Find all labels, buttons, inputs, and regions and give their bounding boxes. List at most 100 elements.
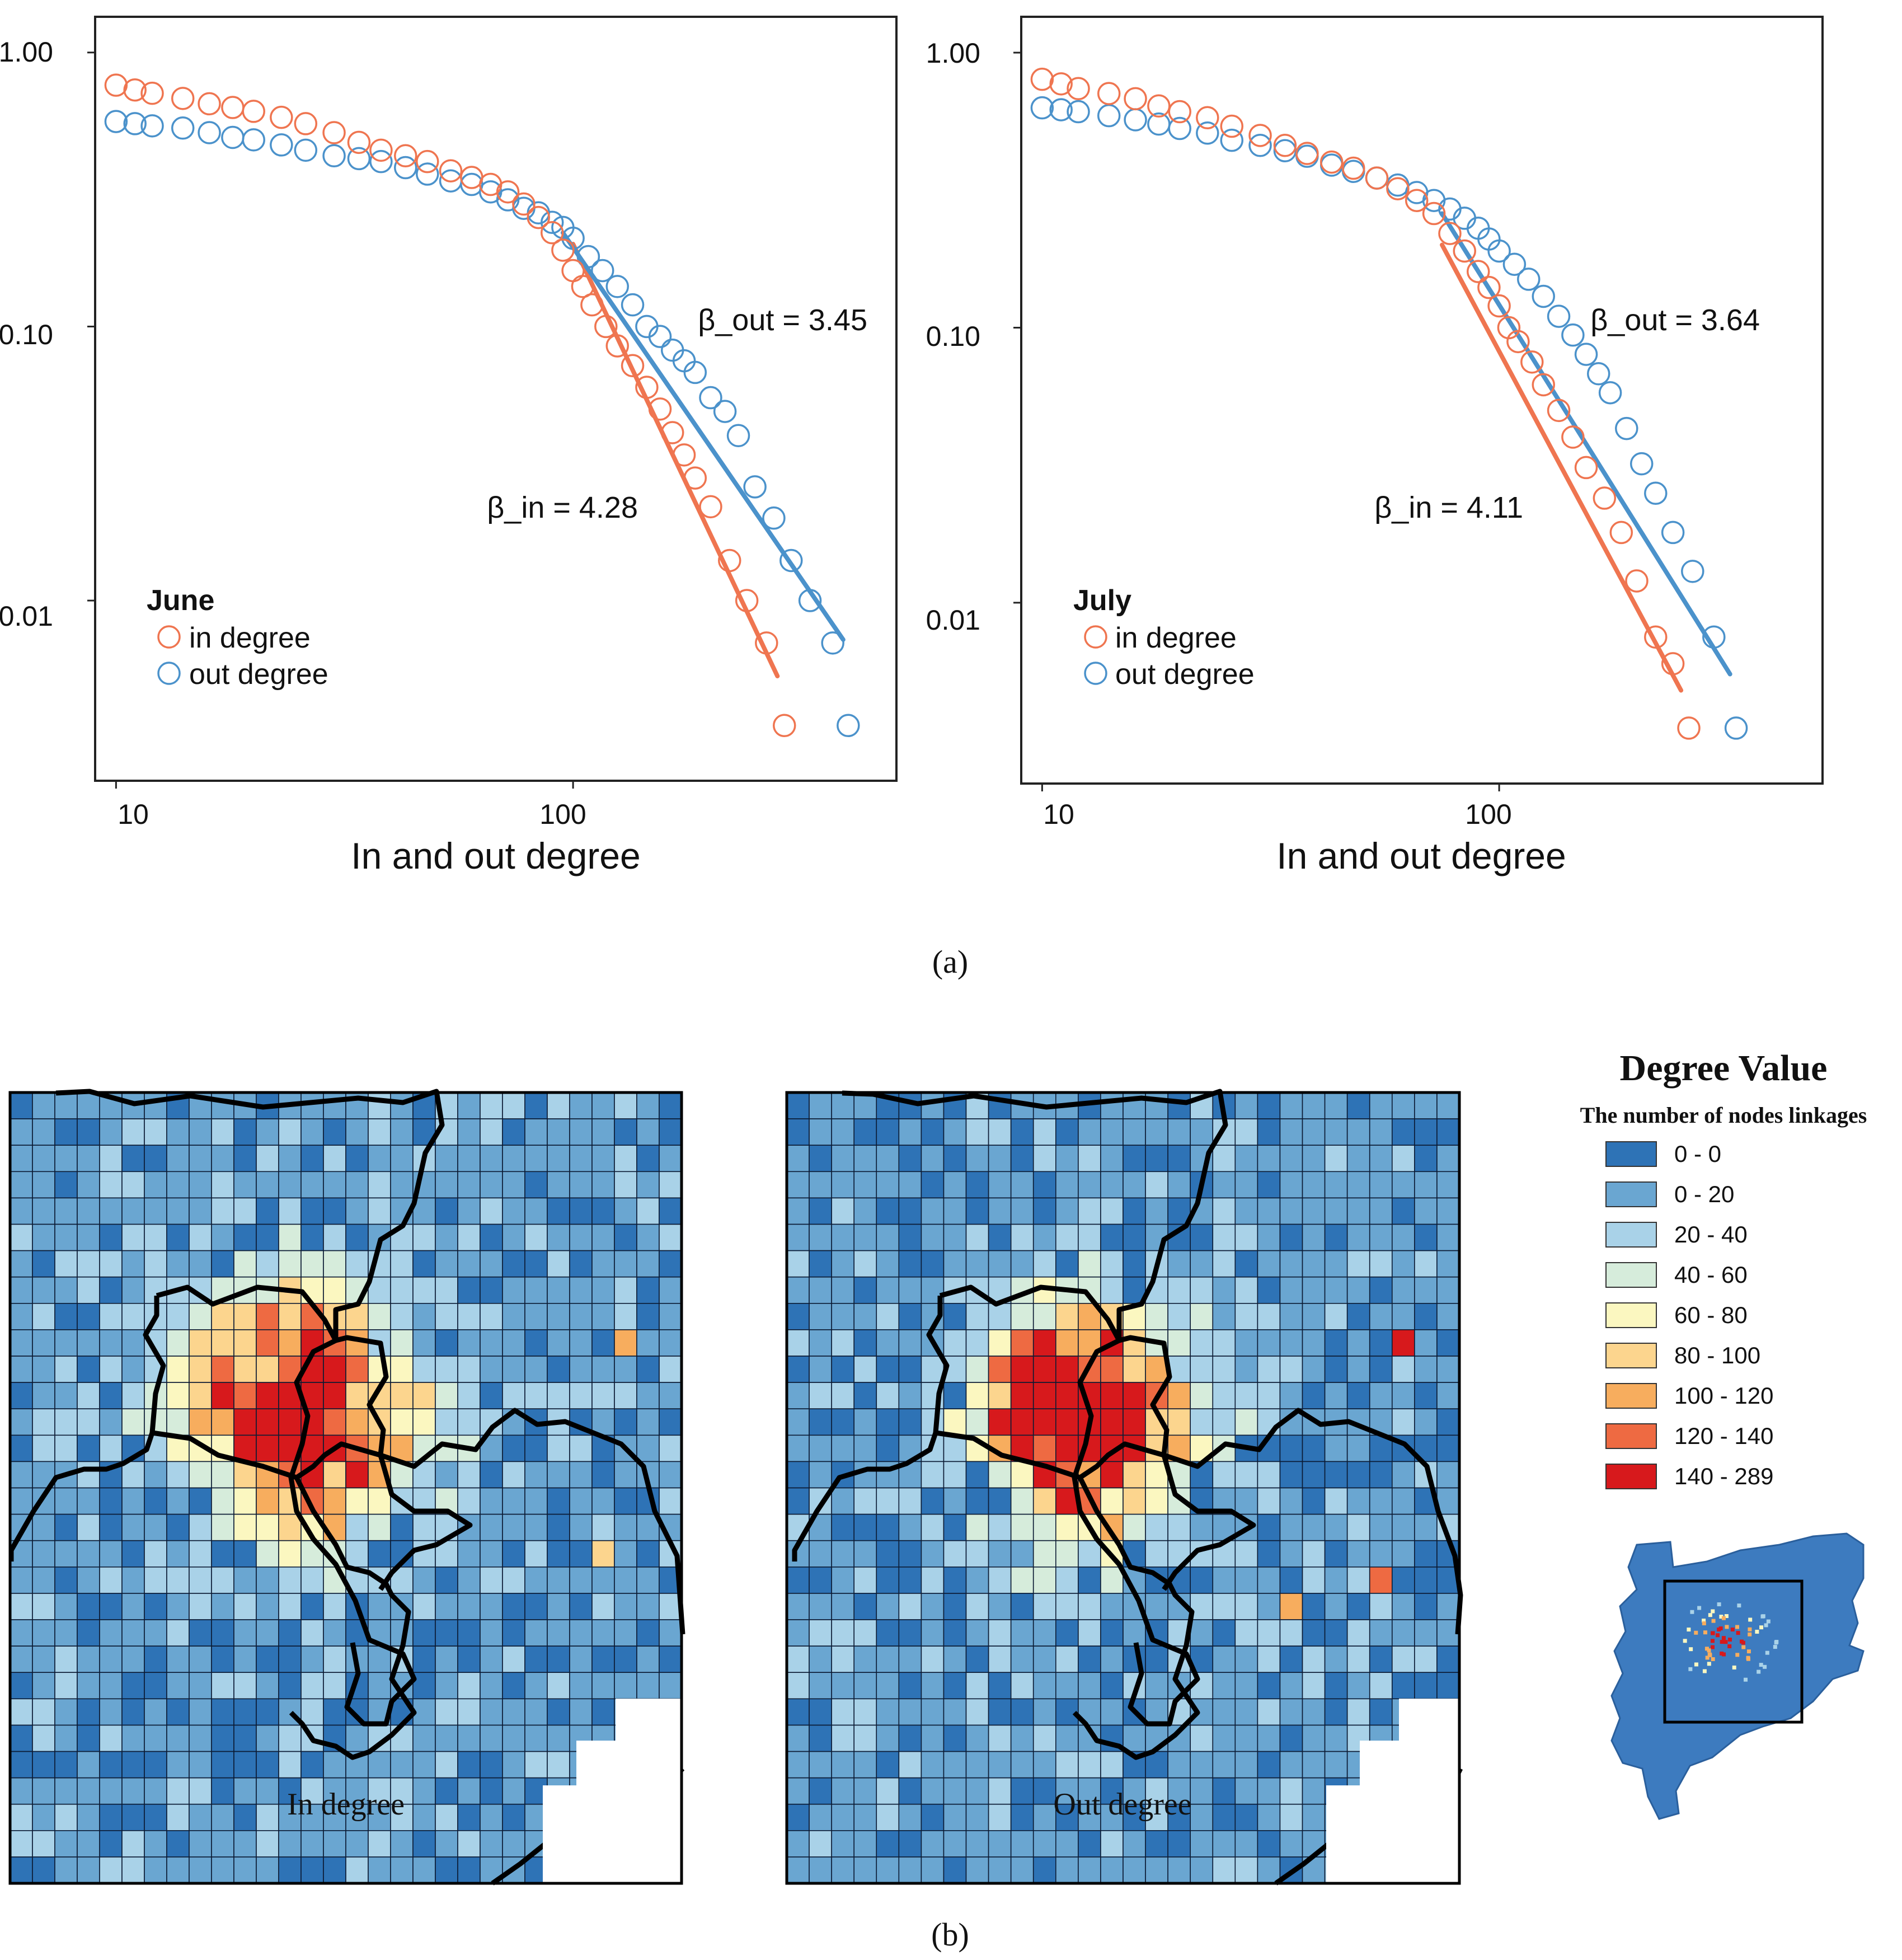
inset-extent-box <box>1663 1579 1804 1724</box>
grid-cell <box>921 1408 945 1436</box>
data-point <box>1147 94 1171 118</box>
grid-cell <box>233 1724 257 1752</box>
data-point <box>1574 343 1598 366</box>
grid-cell <box>1190 1777 1214 1805</box>
grid-cell <box>144 1567 167 1594</box>
legend-class-label: 0 - 20 <box>1674 1181 1734 1207</box>
grid-cell <box>1414 1593 1438 1620</box>
grid-cell <box>457 1777 481 1805</box>
grid-cell <box>121 1540 145 1568</box>
data-point <box>779 548 803 573</box>
grid-cell <box>524 1724 548 1752</box>
grid-cell <box>10 1356 33 1383</box>
grid-cell <box>77 1197 100 1225</box>
grid-cell <box>10 1698 33 1726</box>
grid-cell <box>1055 1171 1079 1199</box>
grid-cell <box>659 1145 682 1173</box>
grid-cell <box>809 1540 832 1568</box>
grid-cell <box>256 1803 279 1831</box>
chart-june: 1.00 0.10 0.01 10 100 In and out degree … <box>0 16 898 876</box>
data-point <box>635 376 659 399</box>
inset-cell <box>1711 1609 1715 1614</box>
grid-cell <box>368 1303 391 1330</box>
grid-cell <box>77 1540 100 1568</box>
data-point <box>1609 521 1633 545</box>
grid-cell <box>144 1250 167 1278</box>
y-tick-label: 1.00 <box>926 37 980 69</box>
grid-cell <box>233 1619 257 1647</box>
data-point <box>551 238 575 262</box>
grid-cell <box>1055 1856 1079 1884</box>
grid-cell <box>1279 1593 1303 1620</box>
data-point <box>699 386 722 410</box>
grid-cell <box>502 1276 525 1304</box>
inset-cell <box>1702 1669 1707 1673</box>
grid-cell <box>1436 1356 1460 1383</box>
grid-cell <box>876 1171 900 1199</box>
grid-cell <box>211 1171 234 1199</box>
grid-cell <box>166 1303 190 1330</box>
grid-cell <box>457 1092 481 1119</box>
grid-cell <box>144 1223 167 1251</box>
grid-cell <box>876 1223 900 1251</box>
grid-cell <box>898 1329 922 1357</box>
grid-cell <box>189 1408 212 1436</box>
grid-cell <box>189 1145 212 1173</box>
grid-cell <box>256 1619 279 1647</box>
grid-cell <box>457 1461 481 1489</box>
grid-cell <box>166 1645 190 1673</box>
grid-cell <box>569 1487 593 1515</box>
grid-cell <box>10 1197 33 1225</box>
grid-cell <box>1392 1197 1415 1225</box>
grid-cell <box>1346 1223 1370 1251</box>
grid-cell <box>435 1250 458 1278</box>
grid-cell <box>121 1856 145 1884</box>
grid-cell <box>1167 1513 1191 1541</box>
inset-cell <box>1708 1653 1712 1657</box>
data-point <box>1487 239 1511 263</box>
grid-cell <box>1055 1803 1079 1831</box>
inset-cell <box>1702 1619 1706 1623</box>
grid-cell <box>1032 1487 1056 1515</box>
grid-cell <box>1414 1382 1438 1410</box>
grid-cell <box>1302 1329 1326 1357</box>
grid-cell <box>211 1250 234 1278</box>
grid-cell <box>166 1171 190 1199</box>
x-tick-label: 10 <box>118 799 149 830</box>
data-point <box>1677 716 1701 740</box>
grid-cell <box>121 1567 145 1594</box>
grid-cell <box>988 1223 1012 1251</box>
grid-cell <box>988 1751 1012 1779</box>
grid-cell <box>1302 1276 1326 1304</box>
data-point <box>713 400 737 423</box>
grid-cell <box>99 1197 123 1225</box>
data-point <box>1273 134 1297 157</box>
grid-cell <box>480 1567 503 1594</box>
grid-cell <box>547 1171 570 1199</box>
grid-cell <box>876 1303 900 1330</box>
grid-cells <box>10 1092 682 1884</box>
grid-cell <box>166 1223 190 1251</box>
grid-cell <box>943 1197 967 1225</box>
grid-cell <box>876 1118 900 1146</box>
grid-cell <box>1055 1382 1079 1410</box>
data-point <box>1466 260 1490 283</box>
grid-cell <box>77 1356 100 1383</box>
grid-cell <box>1167 1329 1191 1357</box>
grid-cell <box>435 1382 458 1410</box>
grid-cell <box>1010 1777 1034 1805</box>
grid-cell <box>502 1434 525 1462</box>
grid-cell <box>659 1118 682 1146</box>
grid-cell <box>54 1830 78 1858</box>
grid-cell <box>921 1223 945 1251</box>
grid-cell <box>480 1329 503 1357</box>
grid-cell <box>1010 1250 1034 1278</box>
grid-cell <box>502 1751 525 1779</box>
grid-cell <box>345 1408 369 1436</box>
grid-cell <box>614 1382 637 1410</box>
legend-class-label: 0 - 0 <box>1674 1141 1721 1167</box>
grid-cell <box>211 1197 234 1225</box>
grid-cell <box>502 1830 525 1858</box>
grid-cell <box>412 1593 436 1620</box>
